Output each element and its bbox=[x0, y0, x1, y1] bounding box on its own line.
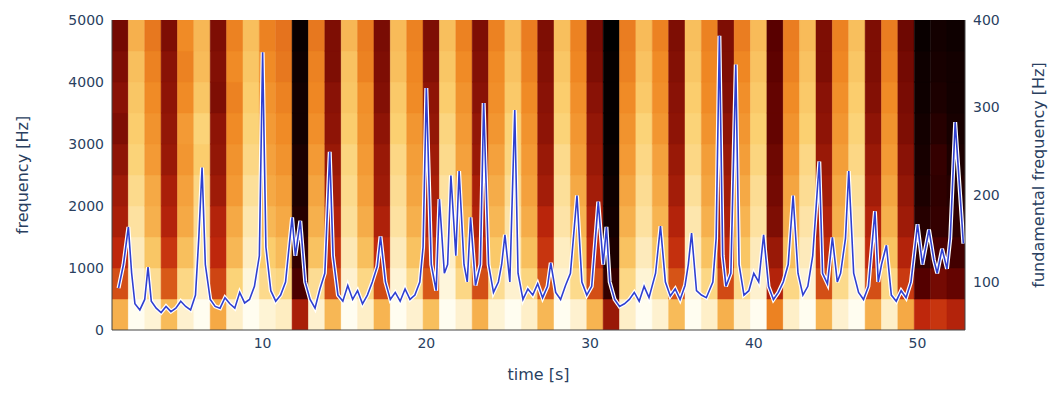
svg-text:50: 50 bbox=[909, 335, 927, 351]
svg-text:1000: 1000 bbox=[68, 260, 104, 276]
svg-text:400: 400 bbox=[973, 12, 1000, 28]
svg-text:40: 40 bbox=[745, 335, 763, 351]
svg-text:200: 200 bbox=[973, 187, 1000, 203]
svg-text:30: 30 bbox=[581, 335, 599, 351]
svg-text:2000: 2000 bbox=[68, 198, 104, 214]
svg-text:20: 20 bbox=[417, 335, 435, 351]
svg-text:300: 300 bbox=[973, 99, 1000, 115]
svg-text:100: 100 bbox=[973, 274, 1000, 290]
svg-text:4000: 4000 bbox=[68, 74, 104, 90]
svg-text:fundamental frequency [Hz]: fundamental frequency [Hz] bbox=[1029, 62, 1048, 287]
svg-text:3000: 3000 bbox=[68, 136, 104, 152]
svg-text:10: 10 bbox=[254, 335, 272, 351]
svg-text:5000: 5000 bbox=[68, 12, 104, 28]
svg-text:time [s]: time [s] bbox=[507, 365, 569, 384]
svg-text:0: 0 bbox=[95, 322, 104, 338]
svg-text:frequency [Hz]: frequency [Hz] bbox=[13, 116, 32, 234]
